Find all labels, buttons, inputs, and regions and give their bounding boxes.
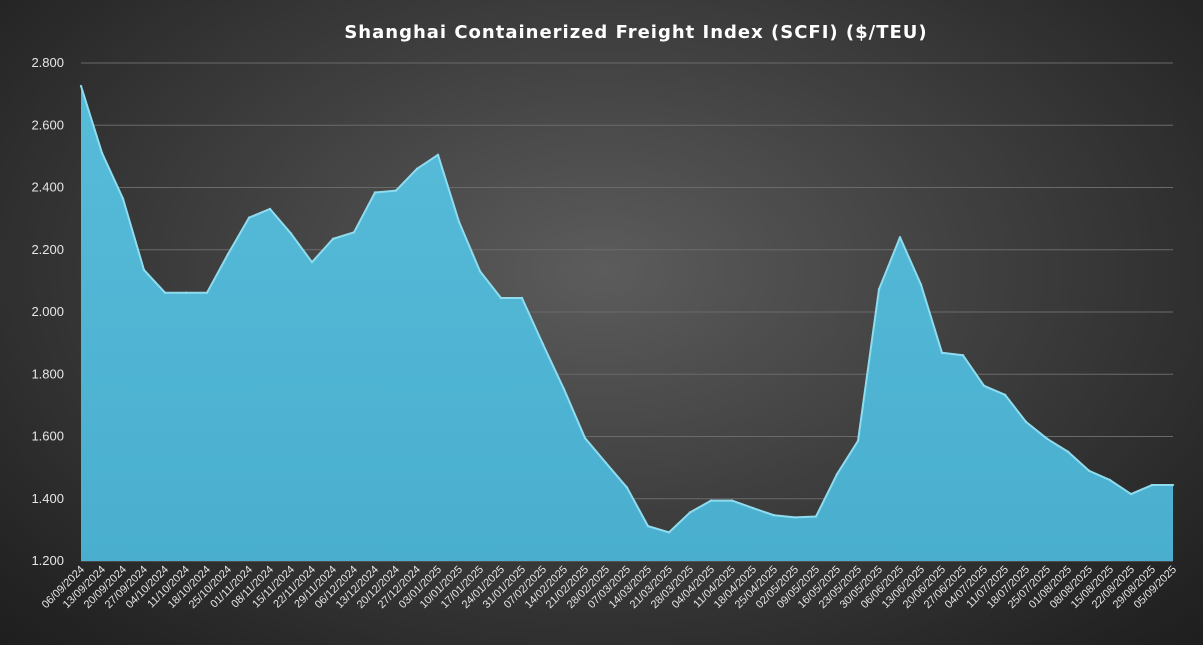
- data-point: [436, 153, 440, 157]
- data-point: [856, 439, 860, 443]
- data-point: [898, 236, 902, 239]
- y-axis: 1.200 1.400 1.600 1.800 2.000 2.200 2.400 2.600…: [31, 55, 64, 568]
- data-point: [982, 384, 986, 387]
- data-point: [121, 197, 125, 200]
- data-point: [142, 268, 146, 272]
- data-point: [1045, 437, 1049, 440]
- data-point: [541, 343, 545, 346]
- data-point: [226, 252, 230, 256]
- data-point: [478, 270, 482, 273]
- y-tick-label: 1.200: [31, 553, 64, 568]
- data-point: [688, 511, 692, 514]
- data-point: [247, 216, 251, 219]
- data-point: [268, 207, 272, 211]
- data-point: [625, 486, 629, 489]
- data-point: [499, 296, 503, 300]
- data-point: [604, 461, 608, 465]
- data-point: [1024, 420, 1028, 424]
- data-point: [583, 436, 587, 440]
- data-point: [205, 291, 209, 294]
- data-point: [79, 84, 83, 88]
- data-point: [1150, 483, 1154, 487]
- y-tick-label: 2.400: [31, 180, 64, 195]
- data-point: [1108, 478, 1112, 482]
- y-tick-label: 2.200: [31, 242, 64, 257]
- data-point: [814, 515, 818, 518]
- data-point: [394, 189, 398, 192]
- y-tick-label: 2.600: [31, 117, 64, 132]
- data-point: [184, 291, 188, 294]
- data-point: [646, 524, 650, 528]
- data-point: [877, 288, 881, 291]
- data-point: [289, 232, 293, 235]
- y-tick-label: 1.600: [31, 429, 64, 444]
- data-point: [520, 296, 524, 300]
- chart-title: Shanghai Containerized Freight Index (SC…: [344, 22, 927, 43]
- data-point: [835, 472, 839, 476]
- data-point: [415, 167, 419, 171]
- data-point: [163, 291, 167, 294]
- data-point: [940, 351, 944, 354]
- data-point: [310, 261, 314, 264]
- data-point: [793, 516, 797, 519]
- data-point: [1129, 492, 1133, 496]
- data-point: [352, 231, 356, 234]
- y-tick-label: 2.000: [31, 304, 64, 319]
- data-point: [751, 506, 755, 510]
- area-series: [79, 84, 1175, 561]
- data-point: [919, 283, 923, 286]
- data-point: [100, 151, 104, 155]
- data-point: [772, 514, 776, 517]
- x-axis: 06/09/202413/09/202420/09/202427/09/2024…: [40, 564, 1179, 611]
- data-point: [961, 354, 965, 357]
- data-point: [1087, 469, 1091, 472]
- data-point: [373, 191, 377, 194]
- data-point: [709, 499, 713, 502]
- data-point: [667, 531, 671, 534]
- data-point: [1171, 483, 1175, 487]
- data-point: [730, 499, 734, 502]
- data-point: [562, 387, 566, 391]
- data-point: [1003, 393, 1007, 396]
- y-tick-label: 1.400: [31, 491, 64, 506]
- y-tick-label: 2.800: [31, 55, 64, 70]
- y-tick-label: 1.800: [31, 366, 64, 381]
- data-point: [1066, 450, 1070, 453]
- area-fill: [81, 86, 1173, 561]
- data-point: [457, 220, 461, 223]
- data-point: [331, 237, 335, 241]
